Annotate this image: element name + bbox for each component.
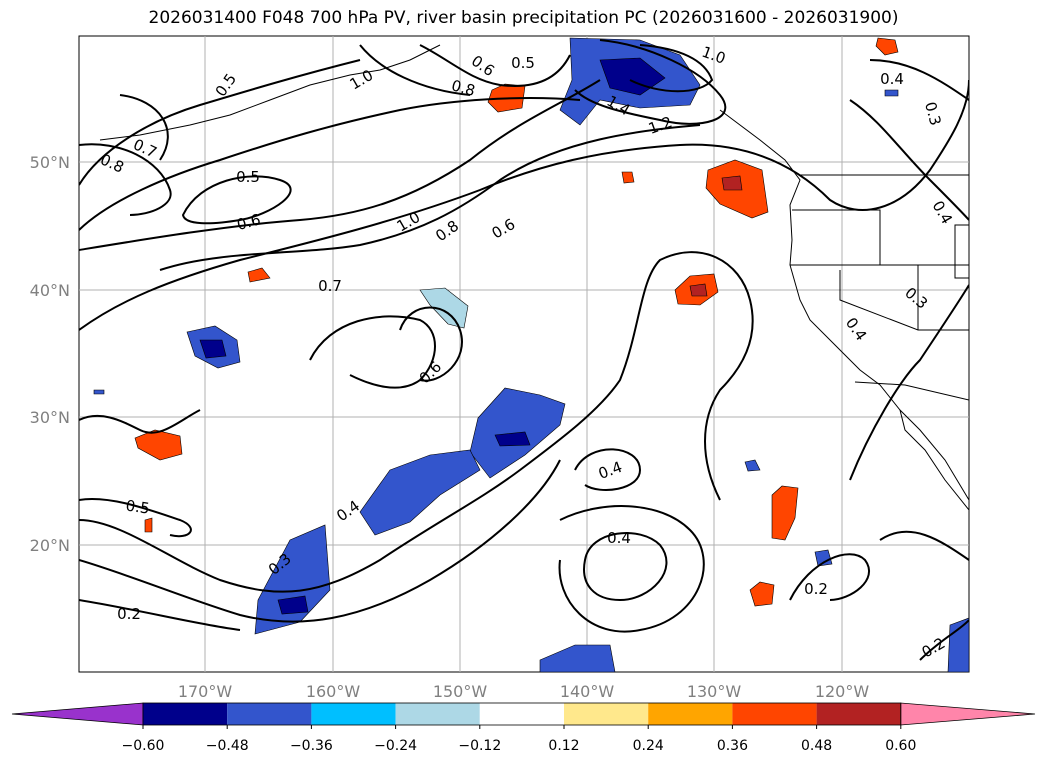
lat-tick-label: 40°N	[30, 281, 70, 300]
blue-band-southwest-core	[277, 595, 309, 615]
alaska-coast	[99, 44, 441, 141]
colorbar-segment	[732, 703, 817, 725]
contour-label: 0.8	[449, 76, 477, 100]
colorbar-segment	[479, 703, 564, 725]
pv-contours	[79, 39, 969, 661]
state-border-5	[954, 224, 969, 279]
lat-tick-label: 30°N	[30, 408, 70, 427]
colorbar-tick-label: −0.36	[290, 738, 333, 754]
colorbar-tick-label: 0.48	[801, 738, 832, 754]
contour-label: 0.7	[318, 277, 342, 295]
orange-blob-west	[134, 429, 183, 461]
colorbar-tick-label: 0.60	[885, 738, 916, 754]
contour-label: 0.2	[117, 605, 141, 623]
positive-precip-shading	[134, 37, 899, 607]
colorbar-segment	[311, 703, 396, 725]
longitude-axis: 170°W 160°W 150°W 140°W 130°W 120°W	[178, 682, 870, 701]
blue-dot-2	[814, 549, 833, 567]
latitude-axis: 50°N 40°N 30°N 20°N	[30, 153, 70, 555]
lon-tick-label: 160°W	[306, 682, 361, 701]
blue-band-mid-core	[494, 431, 531, 447]
colorbar-outline	[142, 702, 902, 726]
lon-tick-label: 120°W	[815, 682, 870, 701]
colorbar-tick-label: 0.36	[717, 738, 748, 754]
pacific-nw-coast	[719, 109, 969, 501]
contour-label: 0.4	[607, 529, 631, 547]
colorbar-segment	[395, 703, 480, 725]
lon-tick-label: 130°W	[687, 682, 742, 701]
orange-blob-south-mid	[749, 581, 775, 607]
blue-blob-northwest-core	[199, 339, 227, 359]
orange-blob-baja-off	[771, 485, 799, 541]
colorbar-segment	[143, 703, 228, 725]
colorbar-extend-min	[11, 702, 144, 726]
contour-label: 0.6	[235, 210, 263, 234]
colorbar-tick-label: −0.12	[458, 738, 501, 754]
blue-band-southwest	[254, 524, 331, 635]
colorbar: −0.60 −0.48 −0.36 −0.24 −0.12 0.12 0.24 0.36 0.4…	[11, 702, 1036, 754]
lat-tick-label: 20°N	[30, 536, 70, 555]
contour-label: 0.5	[125, 496, 151, 517]
orange-blob-small-2	[621, 171, 635, 184]
colorbar-extend-max	[900, 702, 1036, 726]
blue-blob-south	[539, 644, 616, 672]
colorbar-tick-label: 0.12	[548, 738, 579, 754]
contour-label: 0.5	[511, 54, 535, 72]
orange-blob-small-3	[144, 517, 153, 533]
lon-tick-label: 140°W	[560, 682, 615, 701]
blue-dot-3	[884, 89, 899, 97]
orange-blob-bc-coast-core	[721, 175, 743, 191]
map-title: 2026031400 F048 700 hPa PV, river basin …	[148, 8, 899, 28]
gridlines	[79, 36, 969, 672]
contour-label: 0.5	[236, 168, 260, 186]
colorbar-segment	[648, 703, 733, 725]
contour-label: 0.3	[921, 100, 945, 128]
lightblue-blob-center	[419, 287, 469, 329]
contour-label: 0.2	[804, 580, 828, 598]
blue-dot-4	[93, 389, 105, 395]
state-border-3	[839, 270, 969, 331]
orange-blob-north-2	[875, 37, 899, 56]
negative-precip-shading	[93, 37, 969, 672]
blue-dot-1	[744, 459, 761, 472]
baja-coast	[899, 409, 969, 511]
colorbar-tick-label: −0.48	[206, 738, 249, 754]
contour-label: 0.4	[880, 70, 904, 88]
colorbar-segment	[564, 703, 649, 725]
orange-blob-small-1	[247, 267, 271, 283]
colorbar-segment	[227, 703, 312, 725]
colorbar-tick-label: −0.24	[374, 738, 417, 754]
lat-tick-label: 50°N	[30, 153, 70, 172]
blue-blob-east-edge	[947, 617, 969, 672]
lon-tick-label: 150°W	[433, 682, 488, 701]
blue-blob-gulf-alaska-core	[599, 57, 666, 96]
blue-band-lower	[359, 449, 481, 536]
coastlines	[99, 44, 969, 511]
mexico-border	[854, 381, 969, 401]
colorbar-segment	[816, 703, 901, 725]
state-border-1	[792, 209, 881, 265]
orange-blob-offshore-ca-core	[689, 283, 708, 297]
colorbar-tick-label: 0.24	[633, 738, 664, 754]
colorbar-tick-label: −0.60	[122, 738, 165, 754]
lon-tick-label: 170°W	[178, 682, 233, 701]
